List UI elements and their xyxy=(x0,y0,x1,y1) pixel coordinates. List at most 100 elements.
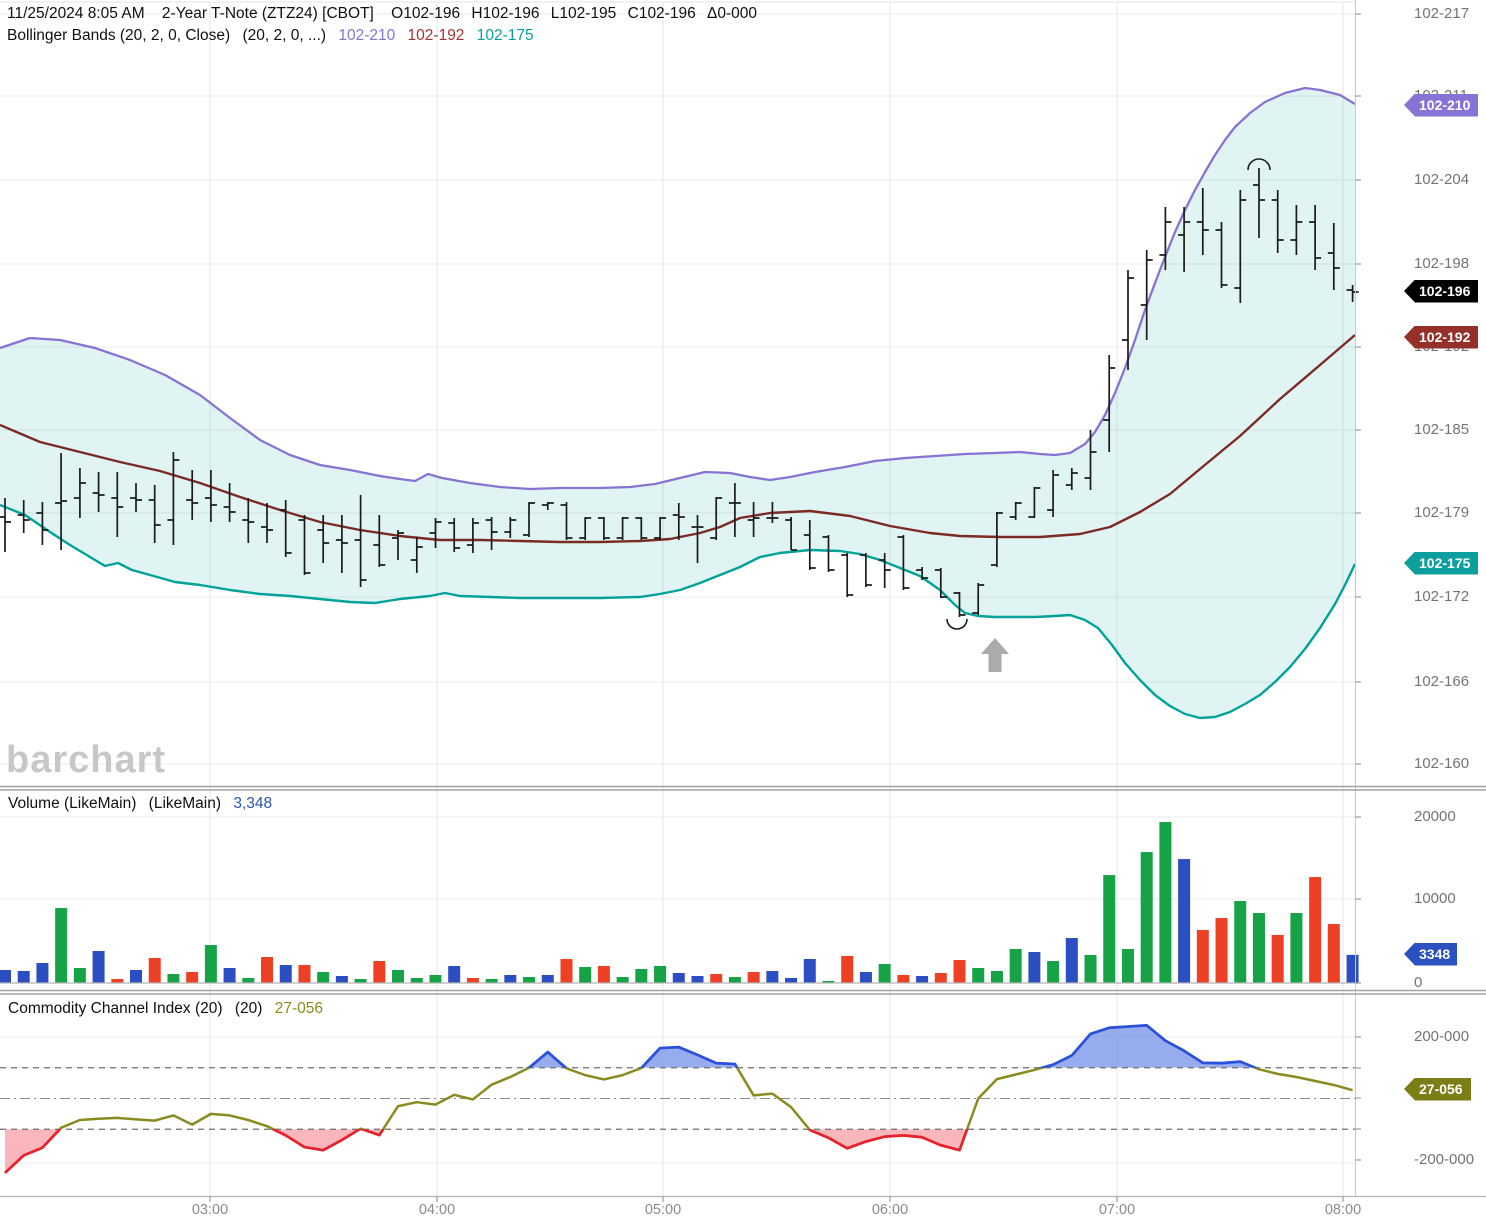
indicator-line: Bollinger Bands (20, 2, 0, Close) (20, 2… xyxy=(7,25,764,47)
quote-low: L102-195 xyxy=(550,5,617,22)
volume-bar xyxy=(523,977,536,983)
price-axis-label: 102-198 xyxy=(1414,255,1470,272)
volume-badge: 3348 xyxy=(1404,942,1457,966)
quote-line: 11/25/2024 8:05 AM 2-Year T-Note (ZTZ24)… xyxy=(7,3,764,25)
price-axis-label: 102-172 xyxy=(1414,588,1470,605)
volume-bar xyxy=(1327,924,1340,983)
quote-open: O102-196 xyxy=(391,5,461,22)
volume-bar xyxy=(897,975,910,983)
time-axis-label: 04:00 xyxy=(418,1202,456,1218)
volume-axis-label: 10000 xyxy=(1414,890,1456,907)
bollinger-upper-badge: 102-210 xyxy=(1404,93,1478,117)
cycle-low-marker xyxy=(946,618,968,630)
volume-bar xyxy=(298,965,311,983)
bollinger-lower-badge: 102-175 xyxy=(1404,551,1478,575)
volume-bar xyxy=(1346,954,1359,983)
volume-bar xyxy=(1309,877,1322,983)
volume-bar xyxy=(130,970,143,983)
volume-bar xyxy=(728,977,741,983)
volume-bar xyxy=(766,971,779,983)
volume-bar xyxy=(953,960,966,983)
volume-bar xyxy=(916,976,929,983)
volume-bar xyxy=(1178,859,1191,983)
indicator-name[interactable]: Bollinger Bands (20, 2, 0, Close) xyxy=(7,27,231,44)
volume-bar xyxy=(1121,949,1134,983)
indicator-params[interactable]: (20, 2, 0, ...) xyxy=(242,27,327,44)
volume-bar xyxy=(429,975,442,983)
volume-axis-label: 20000 xyxy=(1414,808,1456,825)
volume-bar xyxy=(0,970,11,983)
time-axis-label: 07:00 xyxy=(1098,1202,1136,1218)
price-axis-label: 102-160 xyxy=(1414,755,1470,772)
volume-bar xyxy=(92,951,105,983)
volume-bar xyxy=(934,973,947,983)
cci-badge: 27-056 xyxy=(1404,1077,1471,1101)
quote-datetime: 11/25/2024 8:05 AM xyxy=(7,5,145,22)
cci-panel-title[interactable]: Commodity Channel Index (20) xyxy=(8,1000,223,1017)
volume-bar xyxy=(972,968,985,983)
volume-bar xyxy=(560,959,573,983)
volume-bar xyxy=(822,981,835,983)
volume-bar xyxy=(1028,952,1041,983)
price-axis-label: 102-217 xyxy=(1414,5,1470,22)
volume-bar xyxy=(878,964,891,983)
bollinger-middle-line xyxy=(0,334,1356,544)
volume-bar xyxy=(1047,961,1060,983)
bollinger-lower-line xyxy=(0,503,1357,720)
volume-bar xyxy=(1103,875,1116,983)
volume-bar xyxy=(1234,901,1247,983)
bollinger-band-fill xyxy=(0,88,1355,718)
volume-bar xyxy=(392,970,405,983)
volume-bar xyxy=(466,978,479,983)
volume-bar xyxy=(448,966,461,983)
volume-bar xyxy=(541,975,554,983)
cci-panel-title-row: Commodity Channel Index (20) (20) 27-056 xyxy=(8,1000,331,1018)
cci-axis-label: 200-000 xyxy=(1414,1028,1470,1045)
up-arrow-marker xyxy=(981,638,1009,672)
volume-bar xyxy=(691,976,704,983)
volume-bar xyxy=(223,968,236,983)
volume-bar xyxy=(1215,918,1228,983)
volume-bar xyxy=(167,974,180,983)
volume-bar xyxy=(1196,930,1209,983)
bollinger-lower-value: 102-175 xyxy=(476,27,534,44)
volume-bar xyxy=(990,971,1003,983)
volume-bar xyxy=(1084,955,1097,983)
volume-panel-title[interactable]: Volume (LikeMain) xyxy=(8,795,137,812)
volume-bar xyxy=(1159,822,1172,983)
volume-current-value: 3,348 xyxy=(233,795,273,812)
bollinger-middle-badge: 102-192 xyxy=(1404,325,1478,349)
cycle-high-marker xyxy=(1247,158,1271,171)
quote-high: H102-196 xyxy=(471,5,540,22)
cci-current-value: 27-056 xyxy=(274,1000,323,1017)
last-price-badge: 102-196 xyxy=(1404,279,1478,303)
time-axis-label: 05:00 xyxy=(644,1202,682,1218)
volume-bar xyxy=(635,969,648,983)
volume-axis-label: 0 xyxy=(1414,974,1423,991)
volume-bar xyxy=(1140,852,1153,983)
cci-axis-label: -200-000 xyxy=(1414,1151,1475,1168)
quote-close: C102-196 xyxy=(627,5,696,22)
volume-bar xyxy=(317,972,330,983)
volume-bar xyxy=(1271,935,1284,983)
volume-bar xyxy=(36,963,49,983)
volume-bar xyxy=(654,966,667,983)
bollinger-upper-line xyxy=(0,86,1356,491)
chart-header: 11/25/2024 8:05 AM 2-Year T-Note (ZTZ24)… xyxy=(7,3,764,47)
cci-panel-params[interactable]: (20) xyxy=(234,1000,263,1017)
volume-bar xyxy=(17,971,30,983)
price-axis-label: 102-179 xyxy=(1414,504,1470,521)
bollinger-upper-value: 102-210 xyxy=(338,27,396,44)
volume-bar xyxy=(841,956,854,983)
volume-bar xyxy=(186,972,199,983)
volume-bar xyxy=(1290,913,1303,983)
volume-bar xyxy=(242,978,255,983)
volume-bar xyxy=(710,974,723,983)
volume-bar xyxy=(579,967,592,983)
volume-panel-params[interactable]: (LikeMain) xyxy=(148,795,222,812)
volume-bar xyxy=(747,972,760,983)
volume-bar xyxy=(485,979,498,983)
volume-bar xyxy=(373,961,386,983)
barchart-watermark: barchart xyxy=(6,739,167,781)
